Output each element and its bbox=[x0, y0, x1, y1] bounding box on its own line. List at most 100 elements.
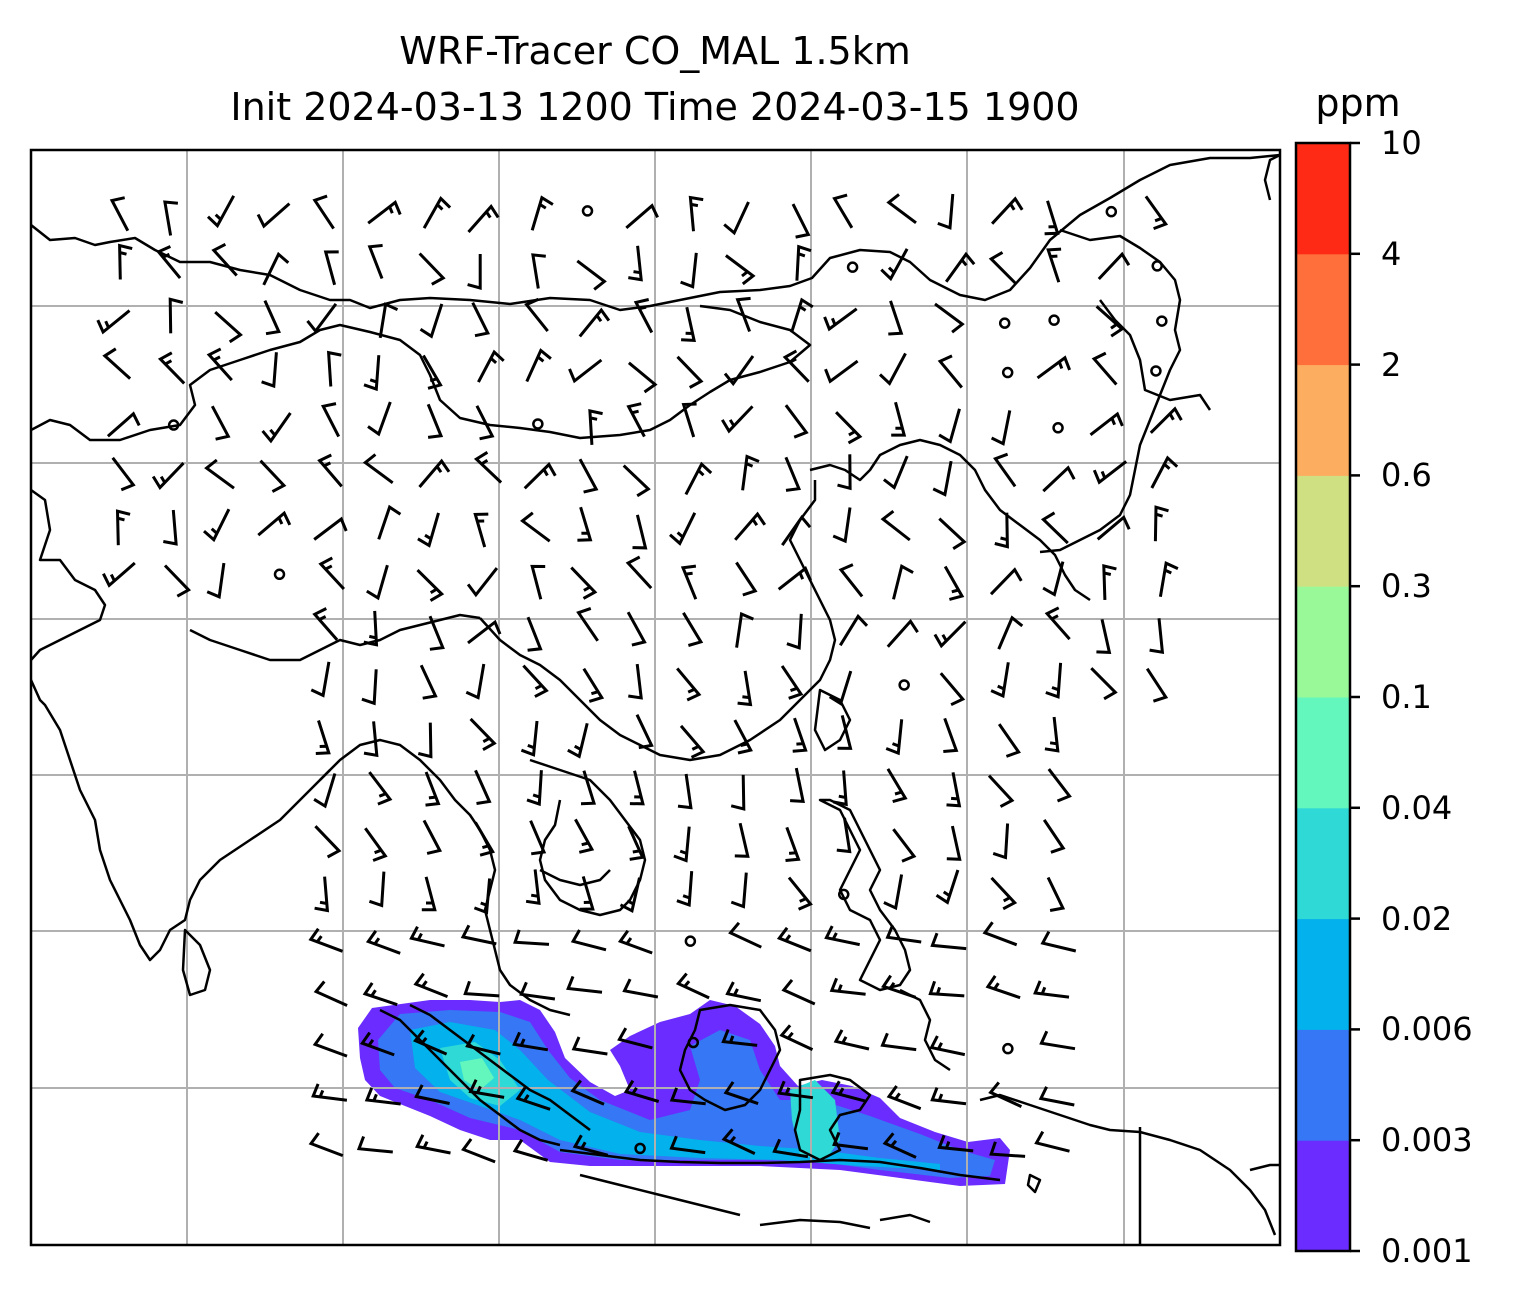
wind-barb bbox=[468, 1079, 505, 1099]
calm-wind-marker bbox=[1001, 366, 1014, 379]
wind-barb bbox=[102, 561, 136, 588]
calm-wind-marker bbox=[898, 679, 910, 691]
wind-barb bbox=[1144, 195, 1169, 231]
colorbar-tick-label: 4 bbox=[1381, 234, 1402, 273]
calm-wind-marker bbox=[1052, 422, 1064, 434]
coastlines bbox=[31, 153, 1280, 1245]
wind-barb bbox=[886, 1085, 922, 1111]
wind-barb bbox=[1040, 930, 1077, 953]
wind-barb bbox=[838, 563, 864, 598]
wind-barb bbox=[473, 878, 492, 915]
wind-barb bbox=[530, 564, 546, 600]
wind-barb bbox=[781, 978, 816, 1006]
wind-barb bbox=[886, 193, 917, 225]
wind-barb bbox=[306, 303, 338, 334]
wind-barb bbox=[623, 1079, 660, 1103]
wind-barb bbox=[1042, 561, 1065, 597]
wind-barb bbox=[466, 567, 499, 598]
wind-barb bbox=[471, 302, 491, 338]
wind-barb bbox=[1040, 511, 1069, 545]
wind-barb bbox=[721, 1028, 758, 1047]
wind-barb bbox=[676, 667, 702, 702]
wind-barb bbox=[467, 204, 500, 233]
wind-barb bbox=[515, 1086, 551, 1111]
wind-barb bbox=[320, 402, 341, 438]
wind-barb bbox=[938, 408, 961, 444]
wind-barb bbox=[318, 556, 346, 591]
wind-barb bbox=[772, 1138, 809, 1159]
wind-barb bbox=[313, 773, 337, 809]
wind-barb bbox=[681, 306, 696, 342]
wind-barb bbox=[1042, 465, 1076, 493]
wind-barb bbox=[728, 921, 762, 949]
wind-barb bbox=[576, 606, 599, 642]
wind-barb bbox=[588, 409, 603, 445]
wind-barb bbox=[997, 723, 1021, 758]
colorbar-tick-label: 10 bbox=[1381, 124, 1422, 162]
calm-wind-marker bbox=[634, 1142, 646, 1155]
wind-barb bbox=[317, 453, 343, 488]
wind-barb bbox=[990, 662, 1010, 699]
wind-barb bbox=[628, 663, 643, 700]
wind-barb bbox=[467, 254, 482, 290]
plot-title-line1: WRF-Tracer CO_MAL 1.5km bbox=[399, 29, 911, 73]
wind-barb bbox=[365, 930, 401, 955]
wind-barb bbox=[168, 297, 184, 334]
wind-barb bbox=[733, 719, 753, 755]
wind-barb bbox=[1044, 606, 1071, 641]
wind-barb bbox=[206, 347, 233, 382]
colorbar-segment bbox=[1296, 807, 1350, 920]
wind-barb bbox=[987, 774, 1015, 808]
wind-barb bbox=[512, 1138, 549, 1162]
wind-barb bbox=[513, 929, 550, 946]
colorbar-segment bbox=[1296, 475, 1350, 587]
wind-barb bbox=[883, 874, 904, 911]
calm-wind-marker bbox=[1105, 205, 1118, 218]
wind-barb bbox=[1149, 406, 1183, 434]
wind-barb bbox=[530, 195, 554, 231]
wind-barb bbox=[721, 1128, 756, 1155]
wind-barb bbox=[776, 926, 812, 953]
wind-barb bbox=[824, 359, 859, 384]
wind-barb bbox=[419, 664, 438, 700]
wind-barb bbox=[115, 509, 131, 546]
wind-barb bbox=[1044, 716, 1060, 753]
wind-barb bbox=[418, 458, 451, 488]
wind-barb bbox=[723, 201, 750, 236]
wind-barb bbox=[426, 403, 444, 439]
wind-barb bbox=[988, 1081, 1023, 1108]
wind-barb bbox=[991, 196, 1024, 225]
wind-barb bbox=[362, 453, 394, 485]
wind-barb bbox=[677, 773, 693, 810]
wind-barb bbox=[832, 1131, 869, 1151]
wind-barb bbox=[312, 1032, 348, 1058]
wind-barb bbox=[211, 242, 238, 277]
wind-barb bbox=[368, 771, 393, 806]
wind-barb bbox=[580, 770, 597, 806]
colorbar-tick-label: 0.04 bbox=[1381, 788, 1453, 827]
colorbar-segment bbox=[1296, 586, 1350, 698]
wind-barb bbox=[512, 1031, 549, 1052]
wind-barb bbox=[785, 826, 801, 862]
wind-barb bbox=[413, 972, 449, 998]
wind-barb bbox=[735, 611, 754, 648]
wind-barb bbox=[475, 405, 495, 441]
wind-barb bbox=[1044, 200, 1060, 236]
colorbar-segment bbox=[1296, 143, 1350, 255]
wind-barb bbox=[262, 251, 290, 286]
wind-barb bbox=[377, 504, 402, 540]
colorbar-tick-label: 0.001 bbox=[1381, 1232, 1473, 1270]
wind-barb bbox=[421, 876, 437, 912]
colorbar-segment bbox=[1296, 697, 1350, 809]
wind-barb bbox=[839, 613, 869, 647]
wind-barb bbox=[118, 243, 133, 280]
wind-barb bbox=[1092, 460, 1128, 485]
wind-barb bbox=[784, 404, 809, 439]
wind-barb bbox=[367, 243, 384, 280]
colorbar-tick-label: 0.02 bbox=[1381, 899, 1453, 938]
wind-barb bbox=[622, 978, 659, 999]
wind-barb bbox=[1158, 561, 1179, 597]
wind-barb bbox=[1091, 351, 1118, 386]
wind-barb bbox=[364, 827, 388, 862]
wind-barb bbox=[886, 768, 908, 804]
